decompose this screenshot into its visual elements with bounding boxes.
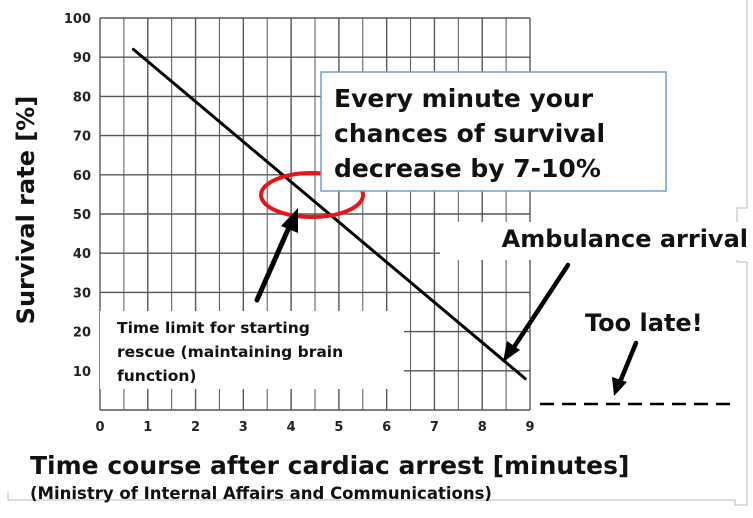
y-tick-label: 30 <box>73 286 91 301</box>
y-tick-label: 60 <box>73 169 91 184</box>
y-axis-label: Survival rate [%] <box>12 96 40 325</box>
x-tick-label: 0 <box>95 420 104 435</box>
x-tick-label: 5 <box>334 420 343 435</box>
x-tick-label: 6 <box>382 420 391 435</box>
y-tick-label: 10 <box>73 365 91 380</box>
x-tick-label: 3 <box>239 420 248 435</box>
time-limit-highlight-ellipse <box>259 171 365 219</box>
x-tick-label: 7 <box>430 420 439 435</box>
time-limit-line-2: rescue (maintaining brain <box>117 343 343 361</box>
too-late-label: Too late! <box>585 309 703 337</box>
ambulance-label-bg <box>440 222 740 260</box>
x-tick-label: 1 <box>143 420 152 435</box>
y-tick-label: 100 <box>64 12 91 27</box>
too-late-arrow <box>612 340 639 396</box>
y-axis-ticks: 10 20 30 40 50 60 70 80 90 100 <box>64 12 91 380</box>
y-tick-label: 80 <box>73 90 91 105</box>
x-tick-label: 9 <box>525 420 534 435</box>
y-tick-label: 20 <box>73 326 91 341</box>
time-limit-box <box>100 311 404 389</box>
x-axis-ticks: 0 1 2 3 4 5 6 7 8 9 <box>95 420 534 435</box>
x-tick-label: 4 <box>287 420 296 435</box>
y-tick-label: 40 <box>73 247 91 262</box>
y-tick-label: 70 <box>73 130 91 145</box>
page-border <box>7 0 748 506</box>
time-limit-arrow <box>254 208 298 303</box>
x-tick-label: 8 <box>478 420 487 435</box>
ambulance-arrow <box>503 262 571 362</box>
callout-box <box>320 71 667 192</box>
source-note: (Ministry of Internal Affairs and Commun… <box>30 484 492 503</box>
x-tick-label: 2 <box>191 420 200 435</box>
x-axis-label: Time course after cardiac arrest [minute… <box>30 451 629 480</box>
callout-line-2: chances of survival <box>334 119 605 148</box>
time-limit-line-3: function) <box>117 367 197 385</box>
callout-line-1: Every minute your <box>334 84 594 113</box>
y-tick-label: 90 <box>73 51 91 66</box>
y-tick-label: 50 <box>73 208 91 223</box>
ambulance-arrival-label: Ambulance arrival <box>502 225 748 253</box>
callout-line-3: decrease by 7-10% <box>334 154 601 183</box>
time-limit-line-1: Time limit for starting <box>117 319 310 337</box>
